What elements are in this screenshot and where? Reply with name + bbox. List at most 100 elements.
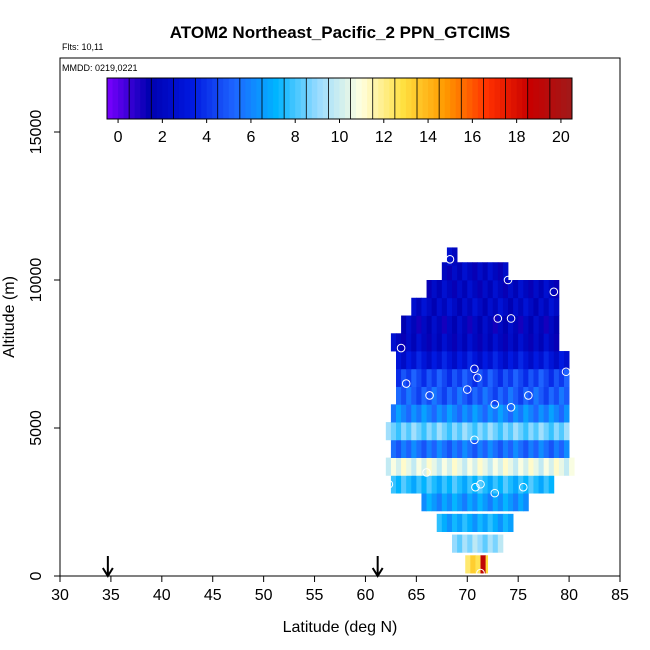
heat-cell: [553, 422, 560, 441]
heat-cell: [452, 351, 458, 370]
heat-cell: [482, 439, 489, 458]
heat-cell: [523, 315, 529, 334]
heat-cell: [452, 493, 458, 512]
heat-cell: [487, 333, 494, 352]
heat-cell: [482, 493, 489, 512]
heat-cell: [467, 422, 473, 441]
heat-cell: [492, 280, 499, 299]
sample-point: [470, 364, 479, 374]
heat-cell: [477, 297, 483, 316]
colorbar-segment: [372, 78, 379, 119]
heat-cell: [406, 404, 412, 423]
heat-cell: [421, 333, 427, 352]
heat-cell: [467, 315, 473, 334]
heat-cell: [441, 513, 448, 532]
heat-cell: [502, 351, 509, 370]
colorbar-segment: [234, 78, 241, 119]
heat-cell: [431, 386, 438, 405]
sample-point: [490, 400, 500, 409]
heat-cell: [523, 457, 529, 476]
heat-cell: [467, 513, 473, 532]
heat-cell: [497, 493, 504, 512]
heatmap-layer: [385, 247, 575, 574]
heat-cell: [446, 297, 453, 316]
heat-cell: [497, 315, 504, 334]
heat-cell: [426, 422, 433, 441]
chart-title: ATOM2 Northeast_Pacific_2 PPN_GTCIMS: [170, 23, 510, 42]
heat-cell: [390, 333, 397, 352]
heat-cell: [502, 280, 509, 299]
colorbar-segment: [527, 78, 534, 119]
heat-cell: [411, 457, 417, 476]
heat-cell: [487, 262, 494, 281]
colorbar-segment: [549, 78, 556, 119]
colorbar: 0 2 4 6 8 10 12 14 16 18 20: [106, 77, 573, 146]
heat-cell: [482, 404, 489, 423]
heat-cell: [564, 439, 570, 458]
heat-cell: [436, 368, 443, 387]
heat-cell: [564, 404, 570, 423]
heat-cell: [431, 422, 438, 441]
colorbar-segment: [201, 78, 208, 119]
heat-cell: [416, 439, 422, 458]
colorbar-segment: [112, 78, 119, 119]
colorbar-segment: [361, 78, 368, 119]
heat-cell: [462, 368, 468, 387]
heat-cell: [457, 262, 463, 281]
colorbar-segment: [151, 78, 158, 119]
heat-cell: [538, 422, 545, 441]
heat-cell: [472, 297, 478, 316]
colorbar-tick-label: 10: [331, 129, 349, 146]
heat-cell: [477, 351, 483, 370]
heat-cell: [564, 386, 570, 405]
heat-cell: [436, 404, 443, 423]
heat-cell: [508, 422, 514, 441]
heat-cell: [533, 475, 539, 494]
colorbar-segment: [190, 78, 197, 119]
heat-cell: [548, 333, 555, 352]
heat-cell: [441, 457, 448, 476]
heat-cell: [538, 386, 545, 405]
heat-cell: [441, 280, 448, 299]
colorbar-segment: [140, 78, 147, 119]
heat-cell: [467, 280, 473, 299]
sample-point: [518, 482, 528, 492]
heat-cell: [543, 368, 550, 387]
heat-cell: [406, 457, 412, 476]
heat-cell: [523, 404, 529, 423]
sample-point: [445, 254, 455, 264]
colorbar-segment: [107, 78, 114, 119]
heat-cell: [543, 457, 550, 476]
heat-cell: [472, 368, 478, 387]
heat-cell: [472, 439, 478, 458]
heat-cell: [538, 351, 545, 370]
heat-cell: [538, 475, 545, 494]
colorbar-segment: [400, 78, 407, 119]
heat-cell: [497, 513, 504, 532]
heat-cell: [431, 457, 438, 476]
heat-cell: [457, 333, 463, 352]
heat-cell: [436, 439, 443, 458]
colorbar-segment: [278, 78, 285, 119]
heat-cell: [497, 351, 504, 370]
heat-cell: [518, 457, 524, 476]
heat-cell: [467, 386, 473, 405]
heat-cell: [426, 333, 433, 352]
heat-cell: [543, 386, 550, 405]
heat-cell: [482, 368, 489, 387]
heat-cell: [487, 351, 494, 370]
heat-cell: [497, 386, 504, 405]
colorbar-tick-label: 14: [419, 129, 437, 146]
heat-cell: [502, 493, 509, 512]
sample-point: [503, 275, 513, 285]
heat-cell: [457, 457, 463, 476]
heat-cell: [528, 422, 534, 441]
heat-cell: [558, 386, 565, 405]
colorbar-segment: [195, 78, 202, 119]
colorbar-tick-label: 20: [552, 129, 570, 146]
heat-cell: [487, 315, 494, 334]
heat-cell: [487, 280, 494, 299]
x-tick-label: 40: [153, 587, 171, 604]
heat-cell: [401, 333, 407, 352]
x-tick-label: 80: [560, 587, 578, 604]
